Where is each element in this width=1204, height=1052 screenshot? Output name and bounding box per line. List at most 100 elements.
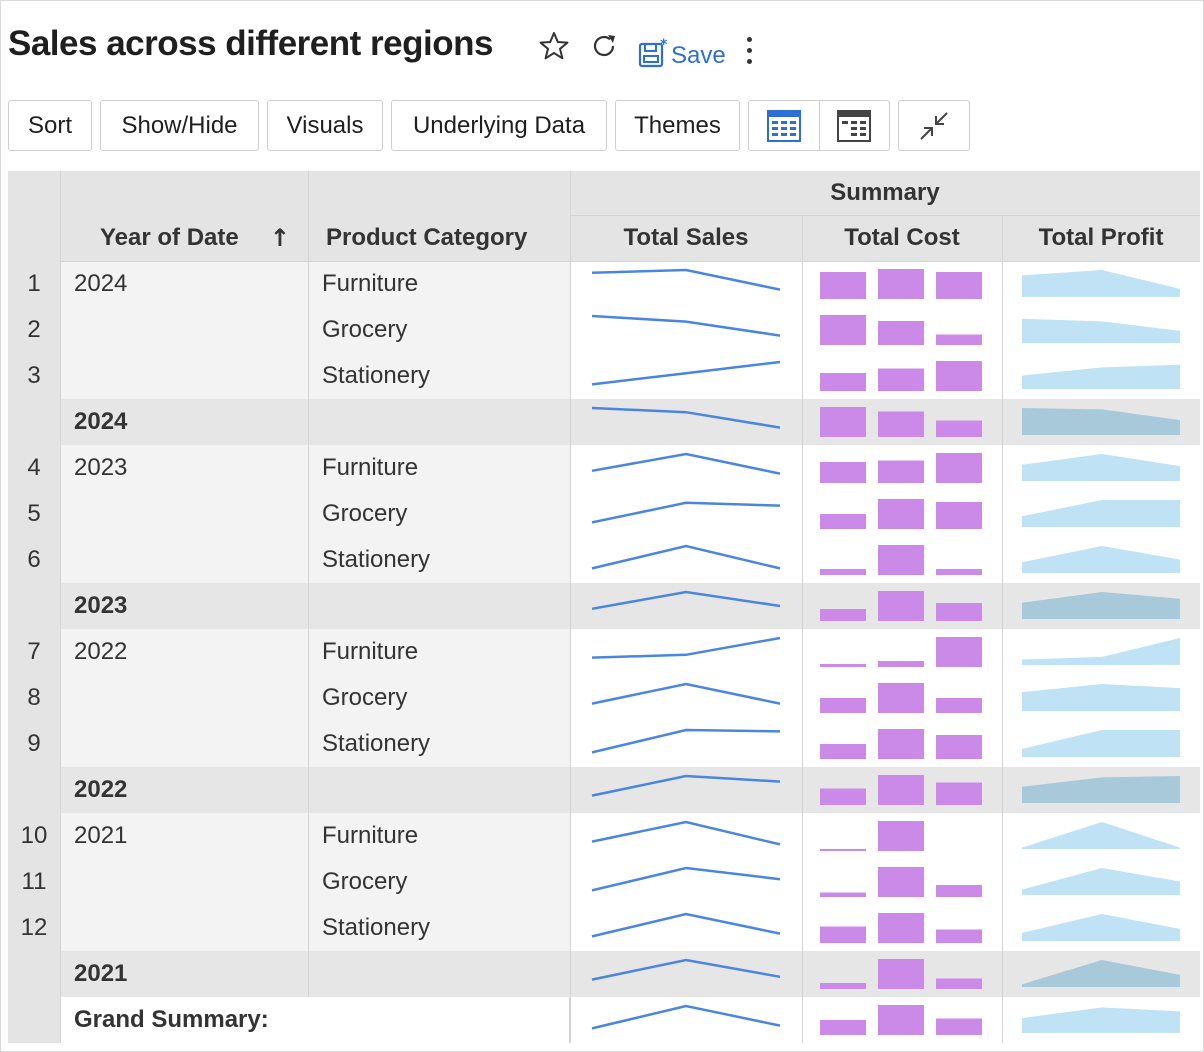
visuals-button[interactable]: Visuals (267, 100, 383, 151)
sales-sparkline (591, 866, 781, 892)
cost-bar (820, 892, 866, 897)
profit-area (1022, 1007, 1180, 1033)
cost-bar (878, 269, 924, 299)
row-number-column (8, 261, 60, 1043)
sort-button[interactable]: Sort (8, 100, 92, 151)
profit-sparkarea (1022, 822, 1180, 849)
profit-sparkarea (1022, 638, 1180, 665)
row-number: 7 (27, 638, 41, 665)
sales-sparkline (591, 636, 781, 659)
sales-sparkline (591, 501, 781, 524)
underlying-data-button[interactable]: Underlying Data (391, 100, 607, 151)
sales-line (591, 1004, 781, 1030)
profit-sparkarea (1022, 364, 1180, 389)
product-category-header[interactable]: Product Category (308, 215, 570, 261)
cost-sparkbar (820, 269, 982, 299)
cost-bar (820, 462, 866, 483)
cost-bar (878, 775, 924, 805)
cost-sparkbar (820, 959, 982, 989)
profit-area (1022, 270, 1180, 297)
kebab-menu-icon[interactable] (743, 34, 755, 64)
row-number: 9 (27, 730, 41, 757)
category-cell: Stationery (308, 721, 570, 767)
sales-sparkline (591, 314, 781, 337)
grid-line (802, 215, 803, 1043)
cost-bar (820, 609, 866, 621)
sales-line (591, 912, 781, 938)
cost-sparkbar (820, 1005, 982, 1035)
measure-row (570, 629, 1200, 675)
cost-bar (936, 453, 982, 483)
row-number: 2 (27, 316, 41, 343)
category-cell: Furniture (308, 629, 570, 675)
total-profit-header[interactable]: Total Profit (1002, 215, 1200, 261)
profit-sparkarea (1022, 318, 1180, 343)
total-sales-header[interactable]: Total Sales (570, 215, 802, 261)
profit-area (1022, 318, 1180, 343)
sort-ascending-icon[interactable]: ↑ (269, 224, 290, 252)
subtotal-year: 2022 (60, 767, 308, 813)
category-cell: Furniture (308, 445, 570, 491)
cost-bar (878, 729, 924, 759)
cost-bar (936, 334, 982, 345)
floppy-disk-icon: * (638, 38, 668, 68)
sales-sparkline (591, 774, 781, 797)
profit-sparkarea (1022, 868, 1180, 895)
cost-bar (936, 698, 982, 713)
total-cost-header[interactable]: Total Cost (802, 215, 1002, 261)
star-icon[interactable] (538, 30, 570, 71)
category-cell: Furniture (308, 261, 570, 307)
show-hide-button[interactable]: Show/Hide (100, 100, 259, 151)
table-view-icon[interactable] (749, 101, 819, 150)
year-cell: 2024 (60, 261, 308, 399)
cost-bar (878, 321, 924, 345)
cost-bar (878, 821, 924, 851)
cost-sparkbar (820, 913, 982, 943)
sales-sparkline (591, 1004, 781, 1030)
cost-bar (878, 913, 924, 943)
cost-bar (820, 514, 866, 529)
profit-area (1022, 546, 1180, 573)
category-cell: Grocery (308, 307, 570, 353)
sales-sparkline (591, 728, 781, 754)
cost-bar (878, 959, 924, 989)
cost-bar (878, 460, 924, 483)
sales-line (591, 682, 781, 705)
summary-group-header: Summary (570, 171, 1200, 215)
profit-sparkarea (1022, 592, 1180, 619)
grid-line (570, 171, 571, 1043)
subtotal-year: 2024 (60, 399, 308, 445)
collapse-button[interactable] (898, 100, 970, 151)
profit-sparkarea (1022, 684, 1180, 711)
profit-sparkarea (1022, 454, 1180, 481)
row-number: 12 (20, 914, 48, 941)
cost-bar (820, 698, 866, 713)
cost-bar (820, 664, 866, 667)
cost-bar (820, 926, 866, 943)
sales-line (591, 501, 781, 524)
themes-button[interactable]: Themes (615, 100, 740, 151)
row-number: 5 (27, 500, 41, 527)
cost-sparkbar (820, 407, 982, 437)
sales-line (591, 866, 781, 892)
sales-line (591, 406, 781, 429)
year-of-date-header[interactable]: Year of Date ↑ (60, 215, 308, 261)
sales-line (591, 958, 781, 981)
row-number: 3 (27, 362, 41, 389)
collapse-arrows-icon (920, 111, 948, 140)
summary-view-icon[interactable] (818, 101, 890, 150)
refresh-icon[interactable] (588, 30, 620, 71)
year-cell: 2021 (60, 813, 308, 951)
profit-area (1022, 638, 1180, 665)
sales-sparkline (591, 820, 781, 846)
profit-area (1022, 914, 1180, 941)
header-spacer (60, 171, 308, 215)
cost-bar (878, 411, 924, 437)
sales-line (591, 268, 781, 291)
cost-bar (820, 569, 866, 575)
save-button[interactable]: * Save (637, 30, 726, 70)
cost-bar (936, 929, 982, 943)
cost-bar (878, 1005, 924, 1035)
sales-sparkline (591, 268, 781, 291)
year-cell: 2022 (60, 629, 308, 767)
